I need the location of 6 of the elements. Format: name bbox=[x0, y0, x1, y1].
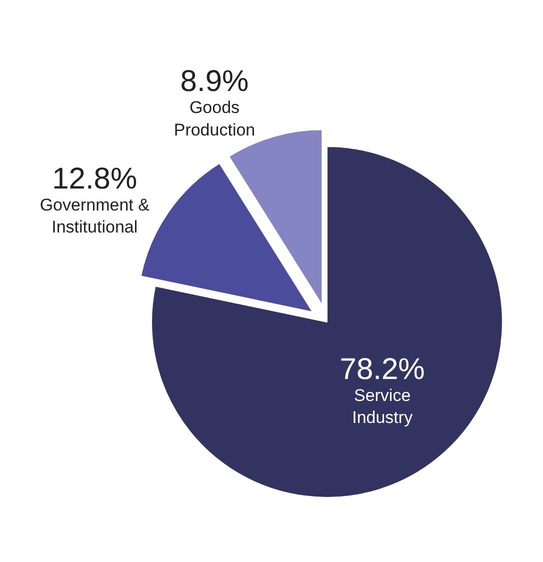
data-label: 8.9% bbox=[180, 65, 249, 98]
data-label: 12.8% bbox=[52, 162, 138, 196]
slice-label: Service Industry bbox=[352, 386, 414, 428]
slice-label: Government & Institutional bbox=[40, 196, 150, 237]
data-label: 78.2% bbox=[340, 352, 425, 386]
slice-label: Goods Production bbox=[174, 98, 256, 140]
